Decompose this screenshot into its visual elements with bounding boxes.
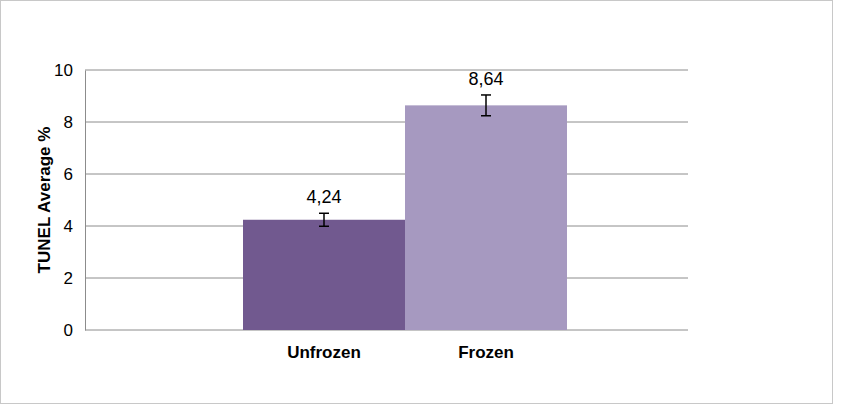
y-axis: 0 2 4 6 8 10 xyxy=(54,61,85,340)
x-axis: Unfrozen Frozen xyxy=(244,330,568,362)
grid xyxy=(85,70,688,330)
error-bar-line xyxy=(323,213,325,226)
grid-line xyxy=(85,174,688,175)
chart-frame xyxy=(1,1,833,404)
bar xyxy=(405,105,567,330)
data-labels: 4,24 8,64 xyxy=(306,69,503,207)
y-tick: 6 xyxy=(64,165,85,184)
data-label: 4,24 xyxy=(306,187,341,207)
y-tick: 4 xyxy=(64,217,85,236)
grid-line xyxy=(85,122,688,123)
chart: 0 2 4 6 8 10 TUNEL Average % 4,24 8,64 Unfrozen Fr… xyxy=(0,0,842,404)
error-bar-line xyxy=(485,95,487,116)
y-tick-label: 6 xyxy=(64,165,73,184)
y-tick: 10 xyxy=(54,61,85,80)
error-bar-line xyxy=(481,94,491,96)
x-tick: Frozen xyxy=(458,330,514,362)
bars xyxy=(243,95,567,330)
x-tick: Unfrozen xyxy=(287,330,361,362)
x-axis-line xyxy=(244,330,568,331)
y-tick-label: 10 xyxy=(54,61,73,80)
error-bar-line xyxy=(319,213,329,215)
error-bar xyxy=(481,95,491,116)
x-tick-label: Frozen xyxy=(458,343,514,362)
error-bar xyxy=(319,213,329,226)
y-tick-label: 2 xyxy=(64,269,73,288)
bar xyxy=(243,220,405,330)
y-tick: 0 xyxy=(64,321,85,340)
y-tick-label: 0 xyxy=(64,321,73,340)
y-axis-title: TUNEL Average % xyxy=(35,127,54,274)
y-tick: 8 xyxy=(64,113,85,132)
grid-line xyxy=(85,70,688,71)
error-bar-line xyxy=(319,226,329,228)
y-tick-label: 4 xyxy=(64,217,73,236)
y-tick: 2 xyxy=(64,269,85,288)
error-bar-line xyxy=(481,115,491,117)
data-label: 8,64 xyxy=(468,69,503,89)
y-axis-line xyxy=(85,71,86,331)
y-tick-label: 8 xyxy=(64,113,73,132)
x-tick-label: Unfrozen xyxy=(287,343,361,362)
